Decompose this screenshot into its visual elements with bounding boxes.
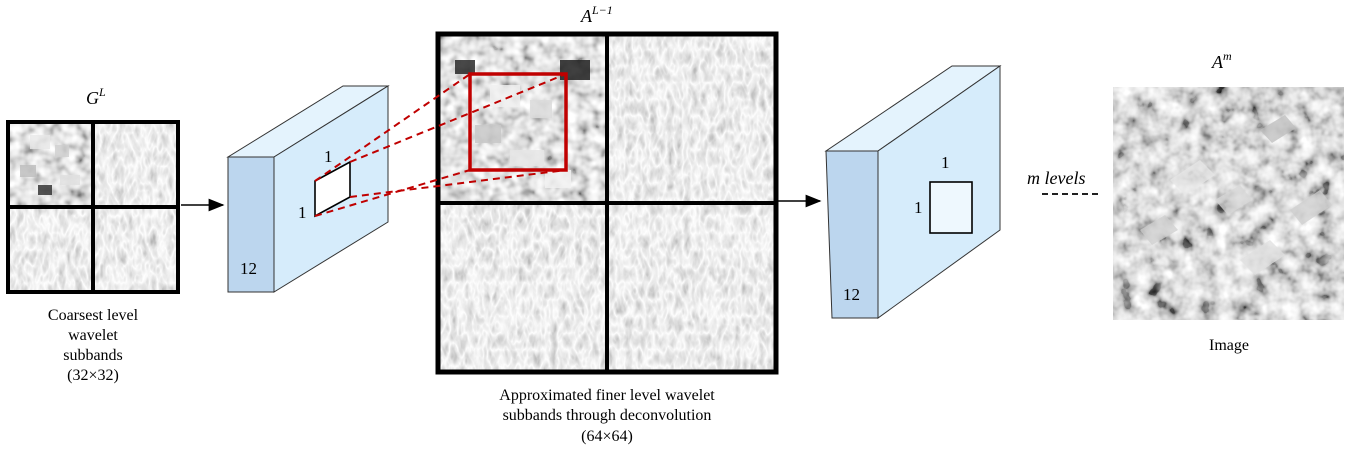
block2-kernel-w-label: 1	[914, 198, 923, 217]
finer-horizontal-subband	[607, 34, 776, 203]
conv-block-2: 12 1 1	[824, 65, 1002, 319]
kernel-projection-lines	[314, 73, 567, 217]
block1-kernel-w-label: 1	[298, 203, 307, 222]
image-caption: Image	[1209, 337, 1249, 354]
block1-side	[227, 156, 275, 293]
aerial-buildings	[1140, 115, 1332, 275]
coarse-diagonal-subband	[93, 207, 178, 292]
finer-caption: Approximated finer level wavelet subband…	[499, 387, 715, 445]
finer-highlight-box	[468, 72, 568, 172]
coarse-subbands-grid	[6, 120, 180, 294]
block2-kernel	[929, 181, 973, 234]
coarse-horizontal-subband	[93, 122, 178, 207]
block1-kernel-h-label: 1	[324, 147, 333, 166]
coarse-caption-line1: Coarsest level	[48, 307, 139, 324]
am-label: Am	[1211, 49, 1232, 72]
m-levels-label: m levels	[1027, 168, 1085, 188]
coarse-caption-line2: wavelet	[68, 327, 118, 344]
block2-kernel-h-label: 1	[941, 153, 950, 172]
coarse-buildings	[20, 135, 80, 195]
conv-block-1: 12 1 1	[226, 85, 390, 293]
coarse-caption: Coarsest level wavelet subbands (32×32)	[48, 307, 139, 384]
gl-label: GL	[86, 85, 106, 108]
finer-diagonal-subband	[607, 203, 776, 372]
finer-caption-line1: Approximated finer level wavelet	[499, 387, 715, 404]
finer-caption-line3: (64×64)	[581, 428, 633, 445]
block2-depth-label: 12	[843, 285, 860, 304]
al1-label: AL−1	[580, 3, 613, 26]
output-image	[1113, 87, 1344, 320]
finer-caption-line2: subbands through deconvolution	[503, 407, 712, 424]
block1-depth-label: 12	[240, 259, 257, 278]
coarse-caption-line3: subbands	[63, 347, 123, 364]
finer-approx-subband	[438, 34, 607, 203]
finer-vertical-subband	[438, 203, 607, 372]
block2-side	[825, 150, 879, 319]
coarse-caption-line4: (32×32)	[67, 367, 119, 384]
finer-subbands-grid	[435, 31, 779, 375]
coarse-vertical-subband	[8, 207, 93, 292]
